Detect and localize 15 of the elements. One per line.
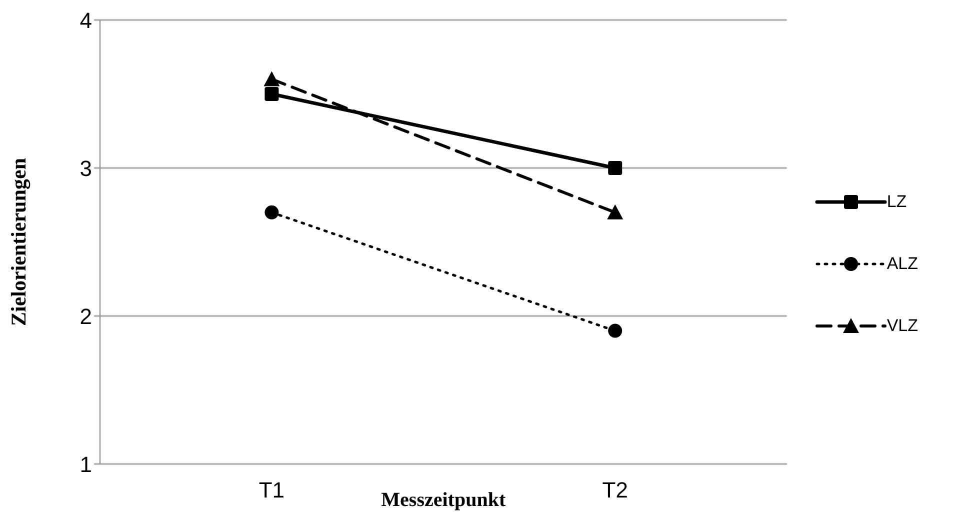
legend-label: LZ xyxy=(886,192,907,212)
point xyxy=(264,205,279,220)
y-tick-label: 2 xyxy=(80,304,92,329)
x-tick-label: T2 xyxy=(602,478,628,503)
y-tick-label: 1 xyxy=(80,452,92,477)
legend-label: VLZ xyxy=(886,316,918,336)
point xyxy=(608,161,622,175)
point xyxy=(608,324,622,338)
legend-label: ALZ xyxy=(886,254,918,274)
point xyxy=(264,87,279,101)
y-tick-label: 4 xyxy=(80,8,92,33)
y-axis-title: Zielorientierungen xyxy=(6,158,30,326)
x-tick-label: T1 xyxy=(258,478,285,503)
y-tick-label: 3 xyxy=(80,156,92,181)
x-axis-title: Messzeitpunkt xyxy=(381,489,506,511)
